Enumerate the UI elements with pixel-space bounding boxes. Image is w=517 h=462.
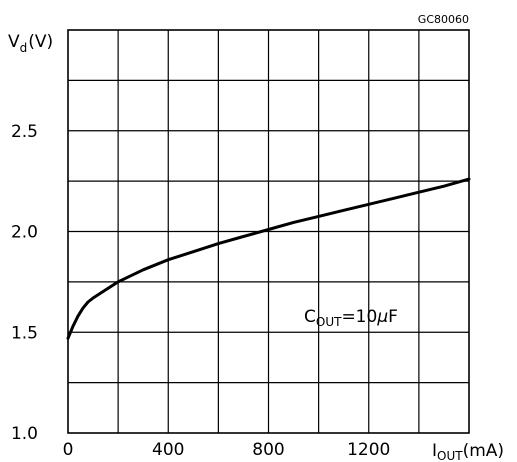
y-tick-label: 2.0 — [11, 223, 38, 243]
series-line-vd — [66, 177, 471, 340]
plot-frame — [67, 29, 470, 434]
figure-code: GC80060 — [418, 13, 469, 26]
x-axis-label: IOUT(mA) — [432, 441, 504, 462]
x-tick-label: 0 — [63, 440, 74, 460]
x-tick-label: 800 — [252, 440, 284, 460]
grid — [68, 30, 469, 433]
x-tick-label: 400 — [152, 440, 184, 460]
tick-labels: 0 400 800 1200 1.0 1.5 2.0 2.5 — [11, 122, 390, 460]
y-tick-label: 2.5 — [11, 122, 38, 142]
y-tick-label: 1.5 — [11, 323, 38, 343]
x-tick-label: 1200 — [347, 440, 390, 460]
y-tick-label: 1.0 — [11, 424, 38, 444]
capacitance-annotation: COUT=10μF — [304, 307, 398, 329]
y-axis-label: Vd(V) — [8, 32, 53, 55]
